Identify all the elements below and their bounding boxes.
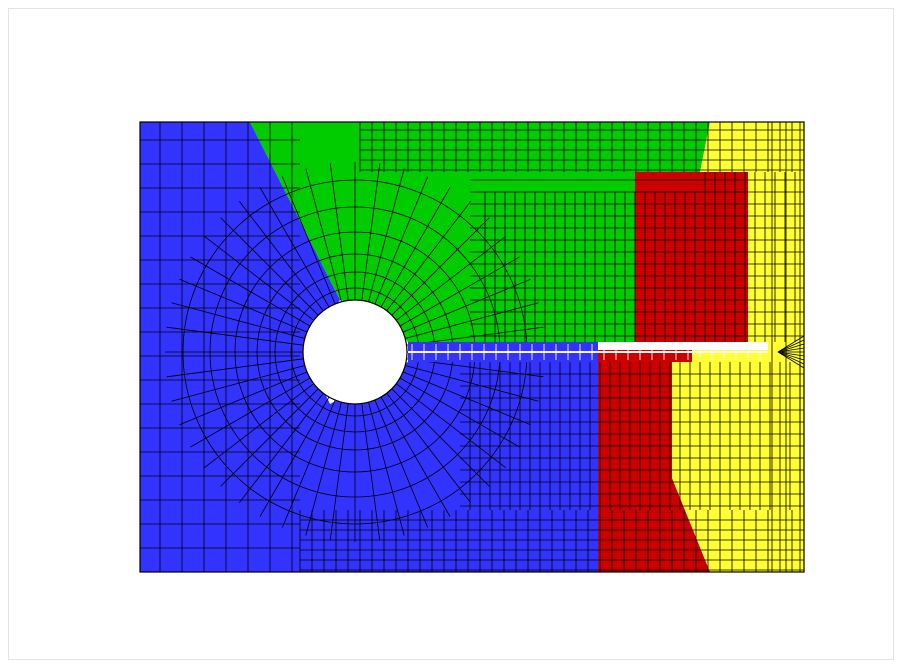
yellow-lower-right-region <box>672 350 804 572</box>
mesh-radial-line <box>368 168 405 302</box>
blue-lower-region <box>140 352 598 572</box>
plate-outline <box>139 121 805 573</box>
crack-fan-line <box>777 351 805 357</box>
mesh-radial-line <box>220 388 319 487</box>
crack-ticks <box>411 344 761 360</box>
circular-hole <box>302 299 408 405</box>
mesh-radial-line <box>399 377 520 448</box>
mesh-radial-line <box>386 201 472 311</box>
mesh-radial-line <box>374 399 429 528</box>
mesh-radial-line <box>179 278 308 333</box>
mesh-radial-line <box>259 396 330 517</box>
mesh-radial-line <box>238 201 324 311</box>
red-lower-region <box>598 350 710 572</box>
mesh-radial-line <box>166 358 304 378</box>
mesh-radial-line <box>329 403 349 541</box>
crack-strip <box>408 335 805 369</box>
mesh-radial-line <box>166 326 304 346</box>
mesh-radial-line <box>396 383 506 469</box>
crack-fan-line <box>777 351 805 361</box>
crack-fan-line <box>777 351 805 365</box>
red-upper-region <box>635 172 748 342</box>
crack-tip-fan <box>777 335 805 369</box>
crack-fan-line <box>777 335 805 353</box>
mesh-radial-line <box>396 235 506 321</box>
mesh-radial-line <box>380 396 451 517</box>
mesh-radial-line <box>380 187 451 308</box>
mesh-radial-line <box>391 388 490 487</box>
mesh-radial-line <box>171 302 305 339</box>
mesh-radial-line <box>391 217 490 316</box>
yellow-right-region <box>700 122 804 352</box>
mesh-radial-line <box>179 371 308 426</box>
mesh-radial-line <box>190 377 311 448</box>
mesh-radial-line <box>368 402 405 536</box>
mesh-radial-line <box>259 187 330 308</box>
mesh-radial-line <box>281 399 336 528</box>
mesh-radial-line <box>238 393 324 503</box>
mesh-radial-line <box>220 217 319 316</box>
mesh-radial-line <box>405 365 539 402</box>
mesh-radial-line <box>361 403 381 541</box>
mesh-radial-line <box>402 371 531 426</box>
mesh-radial-line <box>374 176 429 305</box>
mesh-radial-line <box>361 163 381 301</box>
crack-fan-line <box>777 339 805 353</box>
mesh-radial-line <box>305 168 342 302</box>
crack-fan-line <box>777 347 805 353</box>
mesh-radial-line <box>281 176 336 305</box>
mesh-radial-line <box>204 383 314 469</box>
mesh-radial-line <box>305 402 342 536</box>
mesh-radial-line <box>402 278 531 333</box>
mesh-radial-line <box>405 302 539 339</box>
mesh-radial-line <box>399 256 520 327</box>
mesh-radial-line <box>329 163 349 301</box>
mesh-grid-lines <box>140 122 804 572</box>
crack-fan-line <box>777 343 805 353</box>
mesh-radial-line <box>386 393 472 503</box>
mesh-radial-line <box>171 365 305 402</box>
mesh-radial-line <box>204 235 314 321</box>
mesh-radial-line <box>190 256 311 327</box>
crack-fan-line <box>777 351 805 369</box>
